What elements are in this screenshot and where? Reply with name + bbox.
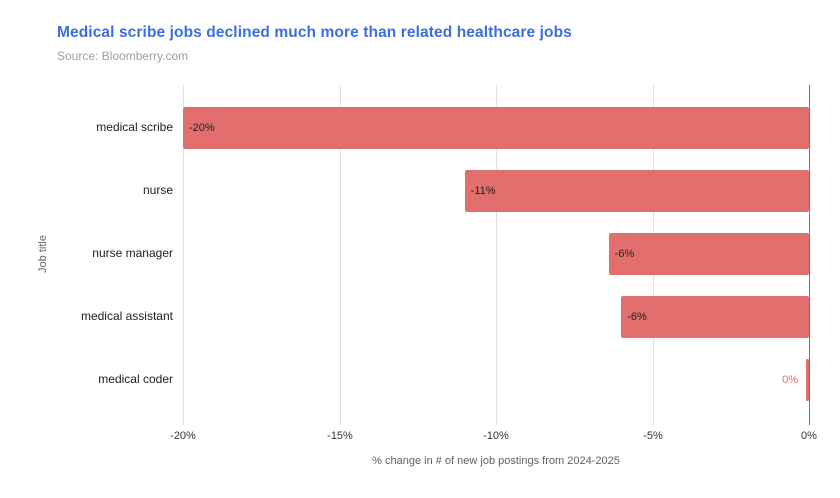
x-tick-label: -10% — [483, 430, 509, 442]
x-tick-label: -5% — [643, 430, 663, 442]
bar-value-label: -6% — [627, 311, 647, 323]
y-axis-category-labels: medical scribe nurse nurse manager medical … — [0, 85, 178, 425]
bar-medical-assistant: -6% — [621, 296, 809, 338]
y-axis-title: Job title — [37, 235, 49, 273]
plot-area: -20% -11% -6% -6% 0% — [183, 85, 810, 425]
bar-nurse-manager: -6% — [608, 233, 809, 275]
bar-nurse: -11% — [464, 170, 809, 212]
chart-source: Source: Bloomberry.com — [57, 49, 189, 63]
bar-value-label: -11% — [470, 185, 496, 197]
bar-value-label: 0% — [782, 374, 798, 386]
category-label-medical-scribe: medical scribe — [96, 120, 173, 134]
zero-axis-line — [809, 85, 810, 425]
category-label-nurse-manager: nurse manager — [92, 246, 173, 260]
x-tick-label: -20% — [170, 430, 196, 442]
x-tick-label: 0% — [801, 430, 817, 442]
gridline — [340, 85, 341, 425]
bar-value-label: -6% — [614, 248, 635, 260]
x-tick-label: -15% — [327, 430, 353, 442]
x-axis-title: % change in # of new job postings from 2… — [372, 455, 620, 467]
chart-title: Medical scribe jobs declined much more t… — [57, 24, 572, 41]
category-label-nurse: nurse — [142, 183, 173, 197]
bar-medical-scribe: -20% — [183, 107, 809, 149]
category-label-medical-coder: medical coder — [98, 372, 173, 386]
bar-value-label: -20% — [189, 122, 215, 134]
bar-medical-coder — [806, 359, 809, 401]
category-label-medical-assistant: medical assistant — [80, 309, 173, 323]
gridline — [496, 85, 497, 425]
gridline — [183, 85, 184, 425]
x-axis-tick-labels: -20% -15% -10% -5% 0% — [170, 430, 817, 446]
